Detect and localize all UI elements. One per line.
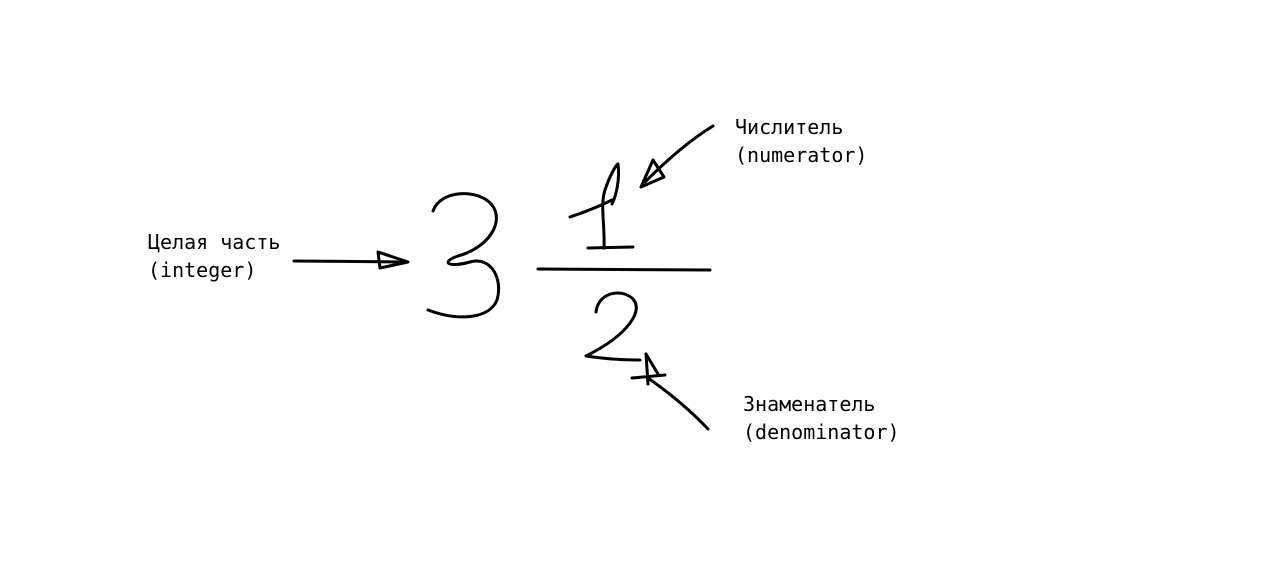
numerator-label-ru: Числитель (735, 115, 844, 139)
denominator-label-ru: Знаменатель (743, 392, 876, 416)
denominator-label-en: (denominator) (743, 420, 900, 444)
denominator-digit-2 (584, 291, 642, 362)
integer-label-ru: Целая часть (148, 230, 281, 254)
integer-digit-3 (426, 192, 501, 319)
fraction-bar (536, 267, 712, 272)
arrow-to-integer (292, 250, 410, 270)
arrow-to-denominator (630, 352, 710, 431)
numerator-label: Числитель (numerator) (735, 113, 867, 169)
numerator-digit-1 (568, 162, 635, 250)
integer-label: Целая часть (integer) (148, 228, 280, 284)
arrow-to-numerator (639, 124, 715, 189)
denominator-label: Знаменатель (denominator) (743, 390, 900, 446)
integer-label-en: (integer) (148, 258, 257, 282)
numerator-label-en: (numerator) (735, 143, 868, 167)
